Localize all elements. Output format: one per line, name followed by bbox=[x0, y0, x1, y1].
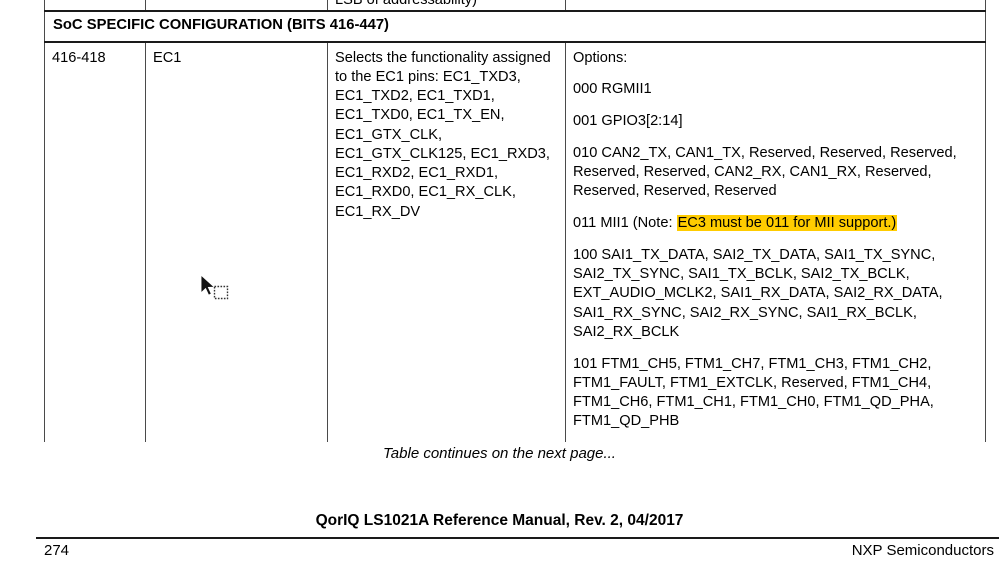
table-continues-note: Table continues on the next page... bbox=[383, 445, 616, 462]
clipped-description-text: LSB of addressability) bbox=[335, 0, 477, 8]
options-label: Options: bbox=[573, 49, 628, 66]
cell-description: Selects the functionality assigned to th… bbox=[327, 41, 566, 442]
table-row: 416-418 EC1 Selects the functionality as… bbox=[44, 41, 986, 442]
footer-divider bbox=[36, 537, 999, 539]
clipped-previous-row: LSB of addressability) bbox=[44, 0, 986, 12]
clipped-cell-name bbox=[145, 0, 328, 12]
option-100: 100 SAI1_TX_DATA, SAI2_TX_DATA, SAI1_TX_… bbox=[573, 246, 943, 340]
option-011-prefix: 011 MII1 (Note: bbox=[573, 215, 673, 232]
footer-page-number: 274 bbox=[44, 542, 70, 559]
configuration-table-container: LSB of addressability) SoC SPECIFIC CONF… bbox=[44, 0, 986, 442]
clipped-cell-description: LSB of addressability) bbox=[327, 0, 566, 12]
option-000: 000 RGMII1 bbox=[573, 81, 652, 98]
footer-vendor-name: NXP Semiconductors bbox=[851, 542, 994, 559]
option-010: 010 CAN2_TX, CAN1_TX, Reserved, Reserved… bbox=[573, 144, 957, 200]
cell-bit-range: 416-418 bbox=[44, 41, 146, 442]
option-001: 001 GPIO3[2:14] bbox=[573, 113, 683, 130]
soc-configuration-table: LSB of addressability) SoC SPECIFIC CONF… bbox=[44, 0, 986, 442]
section-header-label: SoC SPECIFIC CONFIGURATION (BITS 416-447… bbox=[44, 11, 986, 43]
option-101: 101 FTM1_CH5, FTM1_CH7, FTM1_CH3, FTM1_C… bbox=[573, 355, 934, 430]
clipped-cell-bits bbox=[44, 0, 146, 12]
option-011-highlighted-note: EC3 must be 011 for MII support.) bbox=[676, 215, 898, 232]
clipped-cell-options bbox=[565, 0, 986, 12]
cell-field-name: EC1 bbox=[145, 41, 328, 442]
footer-document-title: QorIQ LS1021A Reference Manual, Rev. 2, … bbox=[315, 512, 684, 529]
cell-options: Options: 000 RGMII1 001 GPIO3[2:14] 010 … bbox=[565, 41, 986, 442]
section-header-row: SoC SPECIFIC CONFIGURATION (BITS 416-447… bbox=[44, 11, 986, 43]
option-011: 011 MII1 (Note: EC3 must be 011 for MII … bbox=[573, 214, 978, 233]
